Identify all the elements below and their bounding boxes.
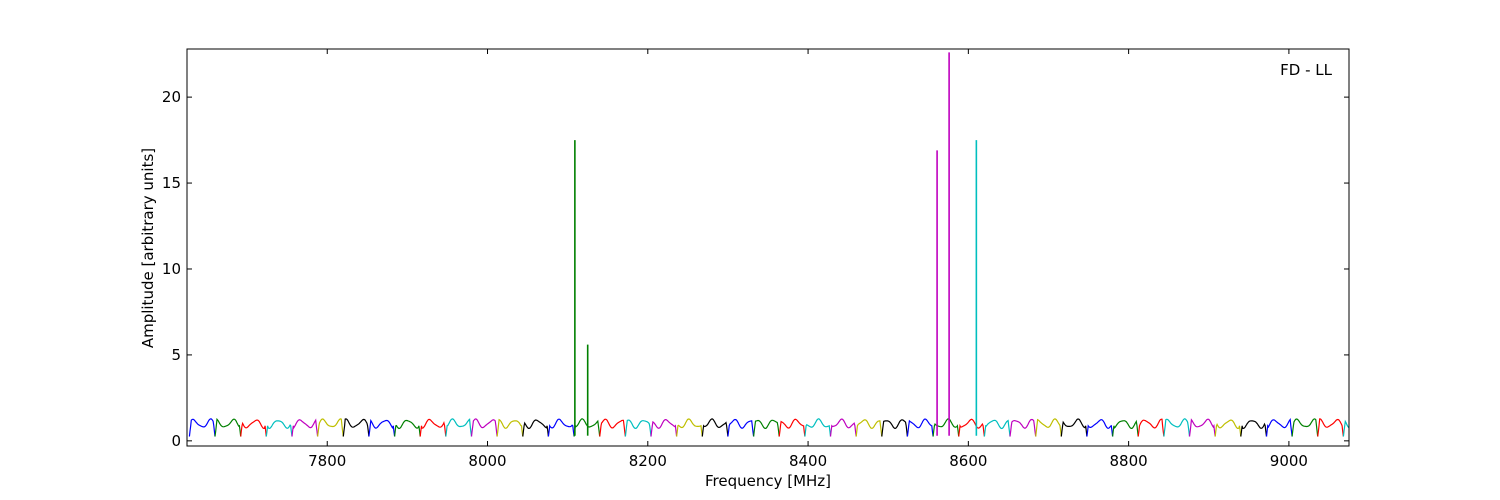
x-tick-label: 9000 (1270, 452, 1308, 470)
channel-curve (547, 418, 575, 437)
channel-curve (1035, 418, 1062, 437)
channel-curve (804, 418, 832, 437)
channel-curve (701, 418, 729, 437)
channel-curve (727, 418, 755, 437)
y-tick-label: 15 (162, 174, 181, 192)
channel-curve (419, 418, 447, 437)
y-tick-label: 5 (171, 346, 181, 364)
x-tick-label: 8400 (789, 452, 827, 470)
x-tick-label: 8000 (468, 452, 506, 470)
channel-curve (778, 418, 806, 437)
channel-curve (240, 419, 267, 437)
channel-curve (1291, 418, 1319, 437)
channel-curve (1240, 420, 1268, 437)
channel-curve (1137, 418, 1165, 437)
x-tick-label: 7800 (308, 452, 346, 470)
spike-layer (574, 52, 978, 436)
channel-curve (1009, 418, 1037, 437)
y-tick-label: 20 (162, 88, 181, 106)
x-tick-label: 8600 (949, 452, 987, 470)
channel-curve (958, 418, 985, 437)
x-tick-label: 8200 (629, 452, 667, 470)
channel-curve (1342, 419, 1349, 437)
channel-curve (906, 418, 934, 437)
x-axis-title: Frequency [MHz] (705, 472, 831, 490)
channel-curve (496, 418, 524, 437)
channel-curve (1188, 418, 1216, 437)
channel-curve (317, 418, 344, 437)
channel-curve (394, 419, 421, 437)
channel-curve (1112, 419, 1139, 437)
y-axis-title: Amplitude [arbitrary units] (139, 148, 157, 348)
y-ticks: 0 5 10 15 20 (162, 88, 1349, 450)
channel-curve (1060, 418, 1088, 437)
x-ticks: 7800 8000 8200 8400 8600 8800 9000 (308, 49, 1308, 470)
plot-frame (186, 48, 1350, 447)
channel-curve (753, 419, 780, 437)
channel-curve (881, 419, 908, 437)
channel-curve (368, 418, 396, 437)
channel-curve (1214, 419, 1242, 437)
channel-curve (1163, 418, 1191, 437)
channel-curve (624, 419, 652, 437)
channel-curve (470, 418, 498, 437)
channel-curve (829, 418, 857, 437)
channel-curve (1317, 418, 1344, 437)
channel-curve (1086, 419, 1114, 437)
series-layer (188, 417, 1349, 437)
channel-curve (291, 418, 319, 437)
channel-curve (265, 420, 293, 437)
channel-curve (599, 418, 626, 437)
channel-curve (188, 418, 216, 437)
channel-curve (342, 418, 370, 437)
channel-curve (676, 418, 703, 437)
channel-curve (214, 417, 242, 437)
plot-area (187, 49, 1349, 446)
channel-curve (650, 418, 678, 437)
y-tick-label: 0 (171, 432, 181, 450)
channel-curve (522, 419, 549, 437)
chart-annotation: FD - LL (1280, 61, 1332, 79)
channel-curve (983, 419, 1011, 437)
x-tick-label: 8800 (1110, 452, 1148, 470)
y-tick-label: 10 (162, 260, 181, 278)
channel-curve (1265, 417, 1293, 437)
channel-curve (855, 419, 883, 437)
channel-curve (445, 418, 473, 437)
